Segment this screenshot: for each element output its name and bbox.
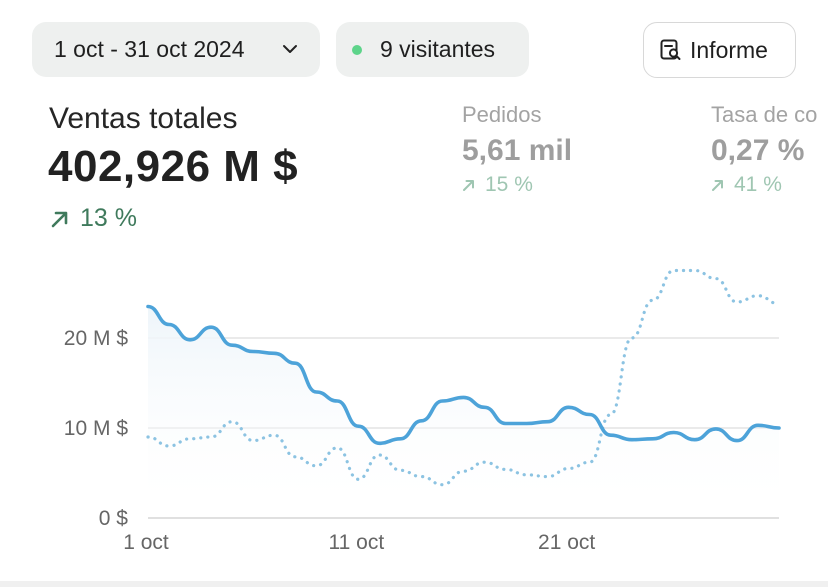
conversion-change-value: 41 % (734, 173, 782, 196)
total-sales-change: 13 % (49, 204, 137, 233)
orders-metric[interactable]: Pedidos 5,61 mil 15 % (462, 102, 572, 197)
report-search-icon (660, 39, 681, 60)
conversion-value: 0,27 % (711, 134, 805, 167)
conversion-label: Tasa de co (711, 102, 818, 127)
sales-area (148, 306, 779, 518)
y-tick-label: 10 M $ (64, 417, 129, 440)
arrow-up-right-icon (51, 211, 68, 227)
visitors-badge[interactable]: 9 visitantes (336, 22, 529, 77)
y-tick-label: 0 $ (99, 507, 129, 530)
orders-change: 15 % (462, 173, 572, 197)
orders-label: Pedidos (462, 102, 542, 127)
chevron-down-icon (283, 45, 297, 53)
total-sales-label: Ventas totales (49, 102, 238, 135)
arrow-up-right-icon (712, 180, 723, 191)
conversion-change: 41 % (711, 173, 828, 197)
report-button[interactable]: Informe (643, 22, 796, 78)
total-sales-change-value: 13 % (80, 204, 137, 232)
date-range-label: 1 oct - 31 oct 2024 (54, 36, 245, 62)
arrow-up-right-icon (463, 180, 474, 191)
x-tick-label: 21 oct (538, 531, 595, 554)
y-tick-label: 20 M $ (64, 327, 129, 350)
x-tick-label: 11 oct (329, 531, 385, 554)
orders-value: 5,61 mil (462, 134, 573, 167)
x-tick-label: 1 oct (123, 531, 169, 554)
live-dot-icon (352, 44, 362, 55)
orders-change-value: 15 % (485, 173, 533, 196)
date-range-selector[interactable]: 1 oct - 31 oct 2024 (32, 22, 320, 77)
comparison-series-line (146, 268, 781, 487)
report-label: Informe (690, 36, 768, 63)
total-sales-value: 402,926 M $ (48, 142, 299, 191)
visitors-count: 9 visitantes (380, 36, 496, 62)
sales-series-line (146, 304, 781, 446)
conversion-metric[interactable]: Tasa de co 0,27 % 41 % (711, 102, 828, 197)
bottom-divider (0, 581, 828, 587)
